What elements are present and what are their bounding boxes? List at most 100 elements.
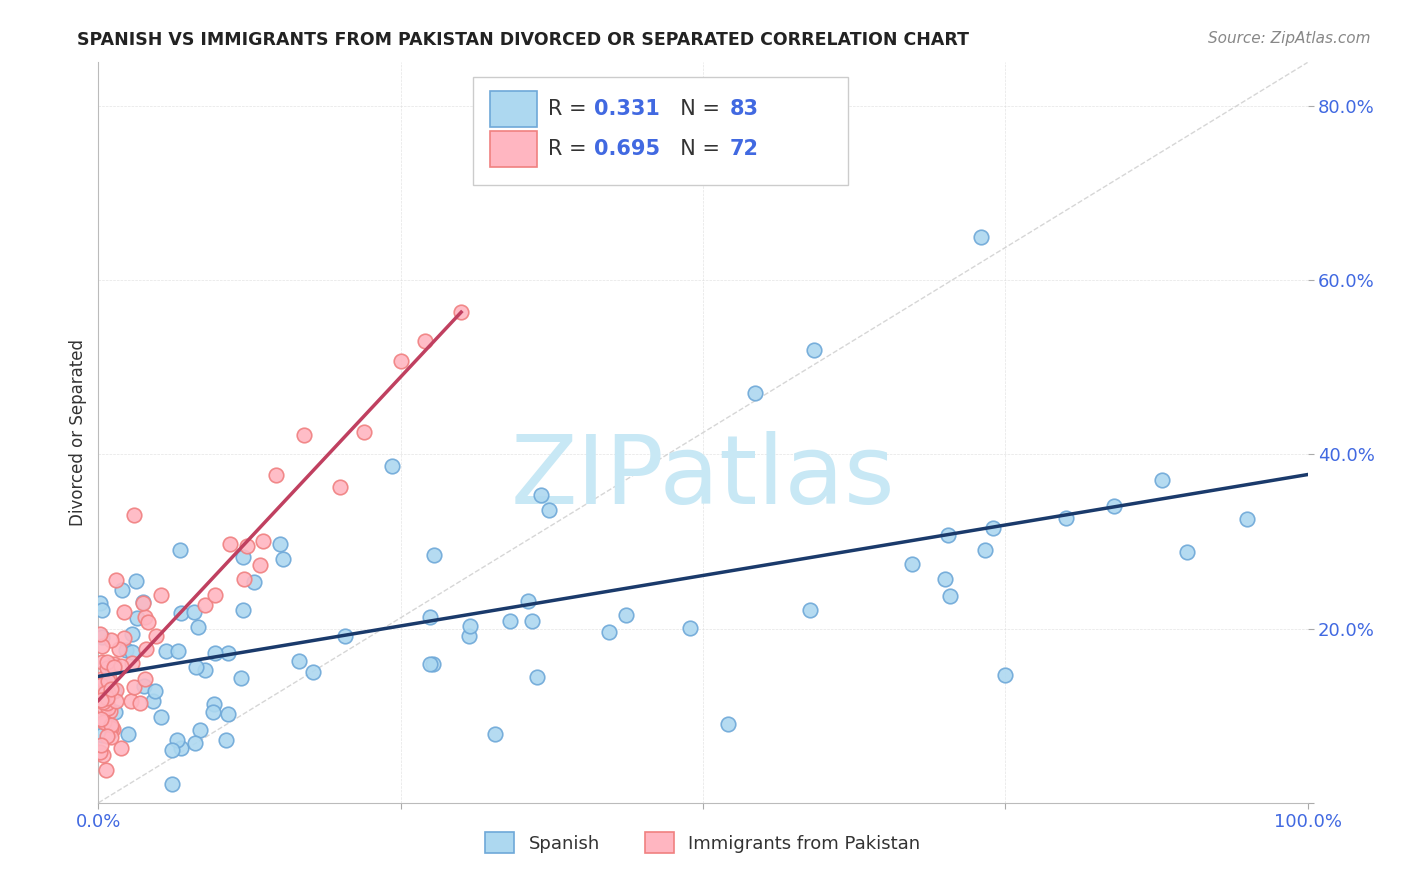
Point	[98, 704, 121, 718]
Point	[974, 542, 997, 557]
Point	[934, 572, 956, 586]
Point	[108, 642, 131, 657]
Point	[91, 747, 114, 762]
Point	[530, 488, 553, 502]
Point	[679, 621, 702, 635]
Point	[1102, 499, 1125, 513]
Point	[169, 543, 191, 558]
Point	[167, 644, 190, 658]
Point	[353, 425, 375, 439]
Point	[204, 697, 226, 711]
Text: SPANISH VS IMMIGRANTS FROM PAKISTAN DIVORCED OR SEPARATED CORRELATION CHART: SPANISH VS IMMIGRANTS FROM PAKISTAN DIVO…	[77, 31, 969, 49]
Text: R =: R =	[548, 139, 593, 159]
Point	[183, 605, 205, 619]
Point	[160, 743, 183, 757]
Point	[484, 727, 506, 741]
Point	[101, 723, 124, 737]
Point	[120, 694, 142, 708]
Point	[96, 763, 118, 777]
Point	[117, 727, 139, 741]
Point	[150, 588, 173, 602]
Point	[803, 343, 825, 357]
Point	[526, 670, 548, 684]
Text: N =: N =	[666, 99, 727, 120]
Point	[970, 229, 993, 244]
Point	[132, 596, 155, 610]
Point	[188, 723, 211, 737]
Point	[264, 468, 287, 483]
Point	[129, 697, 152, 711]
Point	[522, 614, 544, 628]
Point	[204, 588, 226, 602]
Point	[90, 603, 112, 617]
Point	[744, 386, 766, 401]
Point	[97, 701, 120, 715]
Point	[194, 598, 217, 612]
Point	[302, 665, 325, 680]
Point	[91, 728, 114, 742]
Point	[91, 695, 114, 709]
Point	[249, 558, 271, 572]
Y-axis label: Divorced or Separated: Divorced or Separated	[69, 339, 87, 526]
Point	[98, 658, 121, 673]
FancyBboxPatch shape	[491, 91, 537, 127]
Point	[292, 428, 315, 442]
Point	[90, 639, 112, 653]
Point	[269, 537, 291, 551]
Point	[219, 537, 242, 551]
Point	[217, 707, 239, 722]
Point	[616, 607, 638, 622]
Point	[122, 508, 145, 523]
Point	[142, 694, 165, 708]
Point	[458, 629, 481, 643]
Point	[100, 681, 122, 696]
Point	[423, 549, 446, 563]
Point	[381, 459, 404, 474]
Point	[981, 521, 1004, 535]
Point	[104, 694, 127, 708]
FancyBboxPatch shape	[474, 78, 848, 185]
Point	[1236, 512, 1258, 526]
Point	[97, 673, 120, 688]
Text: R =: R =	[548, 99, 593, 120]
Point	[94, 685, 117, 699]
Point	[93, 700, 115, 714]
FancyBboxPatch shape	[491, 131, 537, 167]
Point	[112, 631, 135, 645]
Legend: Spanish, Immigrants from Pakistan: Spanish, Immigrants from Pakistan	[478, 825, 928, 861]
Point	[100, 721, 122, 735]
Point	[232, 603, 254, 617]
Point	[717, 716, 740, 731]
Point	[160, 777, 183, 791]
Point	[143, 683, 166, 698]
Point	[184, 659, 207, 673]
Point	[100, 723, 122, 738]
Point	[155, 644, 177, 658]
Point	[97, 686, 120, 700]
Point	[194, 663, 217, 677]
Point	[329, 480, 352, 494]
Point	[90, 673, 112, 687]
Point	[252, 533, 274, 548]
Text: N =: N =	[666, 139, 727, 159]
Point	[149, 709, 172, 723]
Point	[201, 706, 224, 720]
Point	[96, 661, 118, 675]
Point	[499, 614, 522, 628]
Point	[458, 619, 481, 633]
Point	[93, 715, 115, 730]
Point	[184, 736, 207, 750]
Point	[122, 680, 145, 694]
Point	[96, 655, 118, 669]
Point	[89, 745, 111, 759]
Point	[422, 657, 444, 671]
Point	[103, 657, 125, 671]
Point	[89, 627, 111, 641]
Point	[121, 656, 143, 670]
Point	[110, 583, 132, 598]
Point	[1152, 473, 1174, 487]
Point	[115, 642, 138, 657]
Point	[537, 503, 560, 517]
Point	[96, 690, 118, 705]
Point	[145, 629, 167, 643]
